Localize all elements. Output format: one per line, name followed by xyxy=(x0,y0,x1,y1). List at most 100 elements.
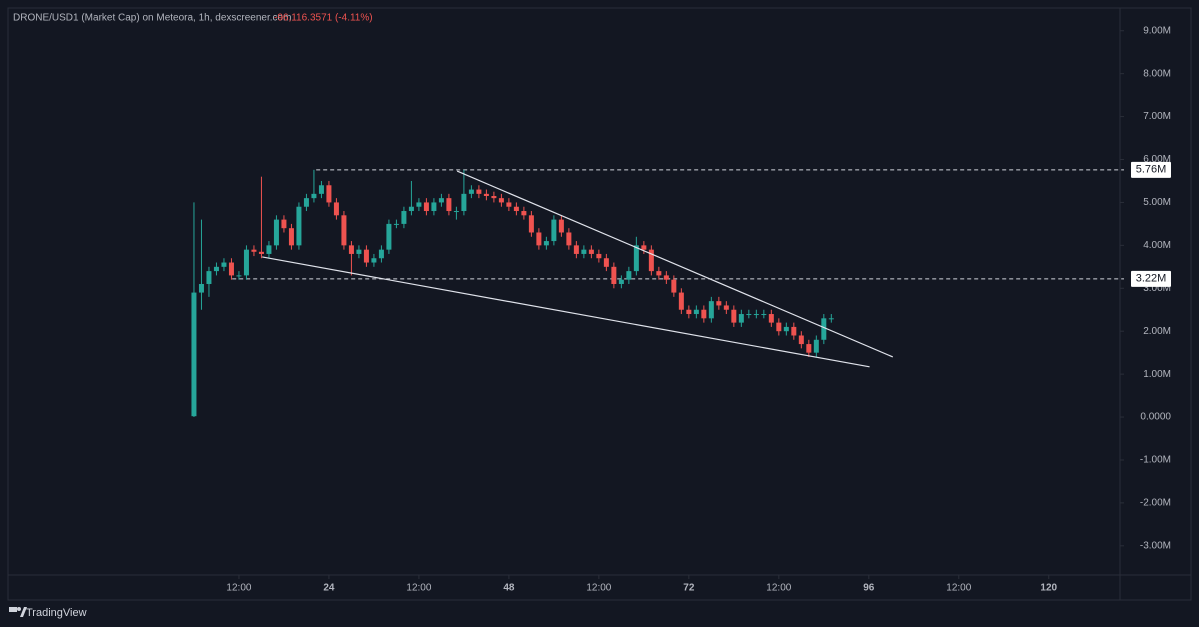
trendline xyxy=(262,256,870,368)
candle-body xyxy=(491,195,497,199)
candle-body xyxy=(326,185,332,203)
candle-body xyxy=(266,245,272,254)
candle-body xyxy=(311,193,317,199)
x-tick-label: 72 xyxy=(683,583,695,594)
x-tick-label: 12:00 xyxy=(946,583,971,594)
x-tick-label: 48 xyxy=(503,583,515,594)
candle-body xyxy=(806,344,812,353)
candle-body xyxy=(701,309,707,319)
y-tick-label: 4.00M xyxy=(1143,240,1171,251)
y-tick-label: -2.00M xyxy=(1140,498,1171,509)
x-tick-label: 12:00 xyxy=(586,583,611,594)
candle-body xyxy=(401,211,407,224)
candle-body xyxy=(446,198,452,212)
candle-body xyxy=(828,318,834,320)
candle-body xyxy=(633,245,639,272)
candle-body xyxy=(761,314,767,316)
candle-body xyxy=(678,292,684,310)
y-tick-label: 7.00M xyxy=(1143,111,1171,122)
candle-body xyxy=(468,189,474,194)
candle-body xyxy=(341,215,347,246)
candle-body xyxy=(461,193,467,212)
candle-body xyxy=(273,219,279,246)
candle-body xyxy=(281,219,287,229)
candle-body xyxy=(611,266,617,284)
candle-body xyxy=(723,305,729,310)
candle-body xyxy=(438,198,444,203)
candle-body xyxy=(731,309,737,323)
trendline xyxy=(456,170,894,358)
candle-body xyxy=(258,251,264,254)
price-label: 3.22M xyxy=(1136,273,1167,285)
candle-body xyxy=(768,314,774,323)
candle-body xyxy=(693,309,699,315)
candle-body xyxy=(753,314,759,316)
candle-body xyxy=(371,258,377,263)
candle-body xyxy=(206,271,212,284)
candle-body xyxy=(551,219,557,242)
candle-body xyxy=(213,266,219,272)
candle-body xyxy=(641,245,647,250)
candle-body xyxy=(386,223,392,250)
x-tick-label: 12:00 xyxy=(406,583,431,594)
candle-body xyxy=(671,279,677,293)
candle-body xyxy=(656,271,662,276)
candle-body xyxy=(536,232,542,246)
candle-body xyxy=(356,249,362,254)
candle-body xyxy=(648,249,654,272)
candle-body xyxy=(288,228,294,246)
candle-body xyxy=(198,283,204,293)
candle-body xyxy=(716,301,722,306)
candle-body xyxy=(453,211,459,213)
y-tick-label: 1.00M xyxy=(1143,369,1171,380)
candle-body xyxy=(416,202,422,207)
candle-body xyxy=(686,309,692,315)
candle-body xyxy=(393,223,399,225)
candle-body xyxy=(603,258,609,267)
y-tick-label: 3.00M xyxy=(1143,283,1171,294)
candle-body xyxy=(776,322,782,332)
candle-body xyxy=(528,215,534,233)
candle-body xyxy=(191,292,197,417)
candle-body xyxy=(228,262,234,276)
candle-body xyxy=(738,314,744,323)
chart-title: DRONE/USD1 (Market Cap) on Meteora, 1h, … xyxy=(13,13,291,24)
candle-body xyxy=(243,249,249,276)
brand-logo xyxy=(9,607,27,617)
y-tick-label: 5.00M xyxy=(1143,197,1171,208)
candle-body xyxy=(378,249,384,259)
candle-body xyxy=(251,249,257,252)
candle-body xyxy=(521,211,527,216)
candle-body xyxy=(798,335,804,345)
y-tick-label: 0.0000 xyxy=(1140,412,1171,423)
candle-body xyxy=(581,249,587,254)
candle-body xyxy=(513,206,519,212)
candle-body xyxy=(476,189,482,194)
x-tick-label: 12:00 xyxy=(766,583,791,594)
candle-body xyxy=(618,279,624,284)
y-tick-label: 9.00M xyxy=(1143,25,1171,36)
candle-body xyxy=(566,232,572,246)
candle-body xyxy=(303,198,309,207)
y-tick-label: 8.00M xyxy=(1143,68,1171,79)
candle-body xyxy=(543,241,549,246)
y-tick-label: 6.00M xyxy=(1143,154,1171,165)
candle-body xyxy=(663,275,669,280)
price-label-box xyxy=(1131,270,1171,287)
candle-body xyxy=(746,314,752,316)
candle-body xyxy=(348,245,354,254)
candle-body xyxy=(333,202,339,216)
candle-body xyxy=(783,326,789,332)
candle-body xyxy=(431,202,437,212)
x-tick-label: 96 xyxy=(863,583,875,594)
candle-body xyxy=(221,262,227,267)
x-tick-label: 120 xyxy=(1040,583,1057,594)
x-tick-label: 24 xyxy=(323,583,335,594)
brand: TradingView xyxy=(26,607,87,619)
candle-body xyxy=(483,193,489,196)
candle-body xyxy=(423,202,429,212)
price-label-box xyxy=(1131,161,1171,178)
candle-body xyxy=(588,249,594,254)
